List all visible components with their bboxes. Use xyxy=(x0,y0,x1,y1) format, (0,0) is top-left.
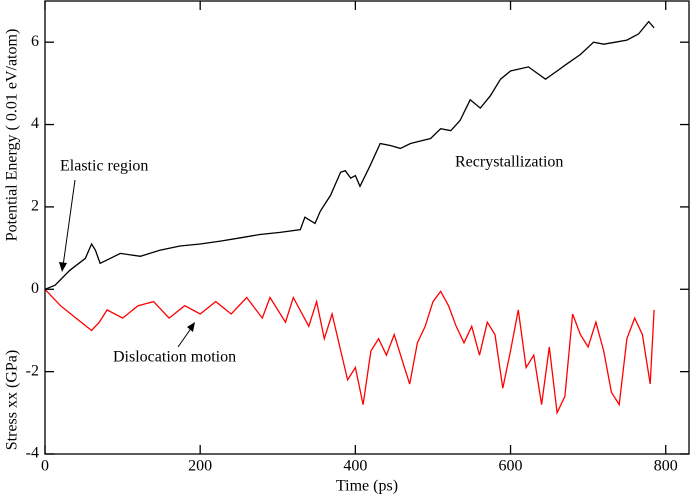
y-tick-label: 4 xyxy=(31,115,39,132)
x-tick-label: 200 xyxy=(188,458,212,475)
plot-frame xyxy=(44,0,690,455)
series-line xyxy=(44,288,655,416)
annotation: Recrystallization xyxy=(455,154,563,171)
x-tick-label: 400 xyxy=(343,458,367,475)
annotation: Dislocation motion xyxy=(113,349,236,366)
x-tick-label: 600 xyxy=(499,458,523,475)
y-tick-label: 0 xyxy=(31,280,39,297)
y-label-top: Potential Energy ( 0.01 eV/atom) xyxy=(4,29,21,242)
annotation: Elastic region xyxy=(60,158,148,175)
y-tick-label: -2 xyxy=(26,362,39,379)
arrows xyxy=(59,179,195,348)
y-label-bottom: Stress xx (GPa) xyxy=(4,350,21,450)
x-tick-label: 800 xyxy=(654,458,678,475)
y-tick-label: 6 xyxy=(31,33,39,50)
x-tick-label: 0 xyxy=(41,458,49,475)
y-tick-label: 2 xyxy=(31,198,39,215)
series-line xyxy=(44,20,655,290)
y-tick-label: -4 xyxy=(26,445,39,462)
x-label: Time (ps) xyxy=(336,478,398,495)
